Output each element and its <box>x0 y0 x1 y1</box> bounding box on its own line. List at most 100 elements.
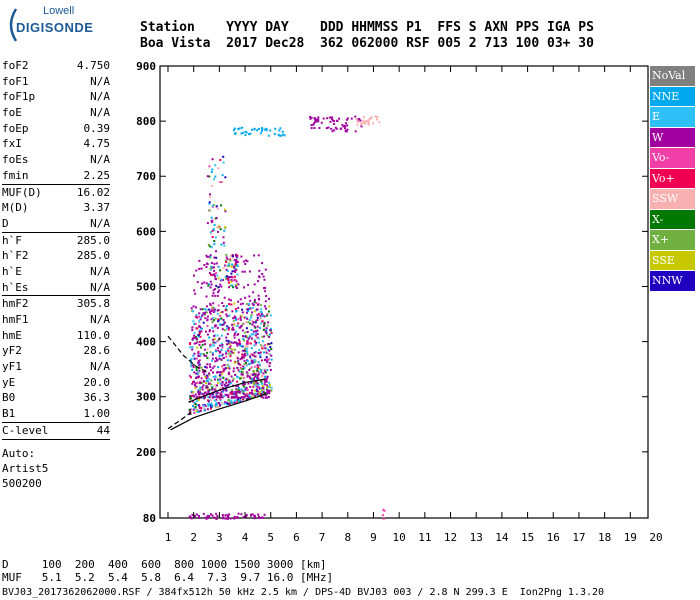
echo-point <box>205 377 208 380</box>
echo-point <box>258 298 261 301</box>
echo-point <box>241 329 244 332</box>
echo-point <box>250 396 253 399</box>
echo-point <box>264 268 267 271</box>
echo-point <box>244 263 247 265</box>
echo-point <box>265 327 268 330</box>
echo-point <box>206 351 209 354</box>
echo-point <box>223 296 226 299</box>
legend-item-noval: NoVal <box>650 66 695 86</box>
echo-point <box>198 343 201 346</box>
echo-point <box>213 269 216 272</box>
echo-point <box>361 122 364 125</box>
echo-point <box>213 273 216 276</box>
echo-point <box>200 286 203 289</box>
echo-point <box>239 316 242 319</box>
echo-point <box>203 409 206 412</box>
echo-point <box>241 311 244 314</box>
echo-point <box>201 388 204 391</box>
x-tick-label: 1 <box>165 531 172 544</box>
echo-point <box>200 381 203 384</box>
echo-point <box>228 379 231 382</box>
echo-point <box>205 354 208 357</box>
echo-point <box>216 347 219 350</box>
echo-point <box>193 337 196 339</box>
echo-point <box>255 332 258 334</box>
echo-point <box>218 374 221 377</box>
echo-point <box>191 364 194 367</box>
echo-point <box>214 277 217 280</box>
muf-distance-table: D 100 200 400 600 800 1000 1500 3000 [km… <box>2 558 333 584</box>
param-row-fof2: foF2 4.750 <box>2 58 110 74</box>
echo-point <box>230 391 233 394</box>
echo-point <box>235 400 238 403</box>
echo-point <box>194 292 197 295</box>
echo-point <box>262 345 265 347</box>
echo-point <box>229 347 232 350</box>
echo-point <box>256 336 259 339</box>
echo-point <box>267 134 270 137</box>
param-row-b1: B1 1.00 <box>2 406 110 422</box>
echo-point <box>206 387 209 390</box>
echo-point <box>235 330 238 333</box>
echo-point <box>225 261 228 263</box>
echo-point <box>245 515 248 518</box>
echo-point <box>229 353 232 356</box>
echo-point <box>195 313 198 316</box>
echo-point <box>263 351 265 354</box>
echo-point <box>262 275 265 278</box>
param-name: hmE <box>2 328 22 342</box>
echo-point <box>222 305 225 307</box>
echo-point <box>247 396 250 399</box>
echo-point <box>194 387 197 390</box>
echo-point <box>237 398 239 401</box>
station-header: Station YYYY DAY DDD HHMMSS P1 FFS S AXN… <box>140 20 594 52</box>
param-name: fmin <box>2 168 29 182</box>
echo-point <box>246 310 249 313</box>
echo-point <box>261 262 264 265</box>
echo-point <box>214 175 217 178</box>
echo-point <box>245 316 248 319</box>
echo-point <box>213 404 216 407</box>
echo-point <box>202 353 205 356</box>
echo-point <box>219 269 222 272</box>
echo-point <box>203 373 206 376</box>
echo-point <box>210 513 212 516</box>
echo-point <box>201 308 204 311</box>
echo-point <box>267 385 270 388</box>
echo-point <box>234 308 237 310</box>
echo-point <box>265 350 268 353</box>
echo-point <box>238 390 241 393</box>
echo-point <box>312 123 315 126</box>
echo-point <box>251 323 254 326</box>
echo-point <box>214 384 217 387</box>
echo-point <box>216 371 219 373</box>
param-name: yF2 <box>2 344 22 358</box>
param-row-he: h`E N/A <box>2 264 110 280</box>
echo-point <box>270 386 273 389</box>
echo-point <box>196 375 199 378</box>
echo-point <box>193 401 196 404</box>
echo-point <box>263 322 266 324</box>
echo-point <box>248 362 251 365</box>
echo-point <box>256 393 259 396</box>
echo-point <box>202 339 205 342</box>
echo-point <box>315 120 318 123</box>
echo-point <box>220 278 223 281</box>
echo-point <box>378 121 381 124</box>
echo-point <box>208 175 211 178</box>
echo-point <box>236 380 239 383</box>
echo-point <box>210 246 213 249</box>
echo-point <box>215 256 218 259</box>
echo-point <box>267 395 270 398</box>
echo-point <box>264 370 266 373</box>
echo-point <box>243 316 246 319</box>
echo-point <box>263 305 266 308</box>
echo-point <box>219 398 222 401</box>
x-tick-label: 20 <box>649 531 662 544</box>
echo-point <box>255 341 258 344</box>
echo-point <box>246 393 249 396</box>
echo-point <box>270 354 273 357</box>
echo-point <box>217 381 220 384</box>
echo-point <box>225 339 228 342</box>
